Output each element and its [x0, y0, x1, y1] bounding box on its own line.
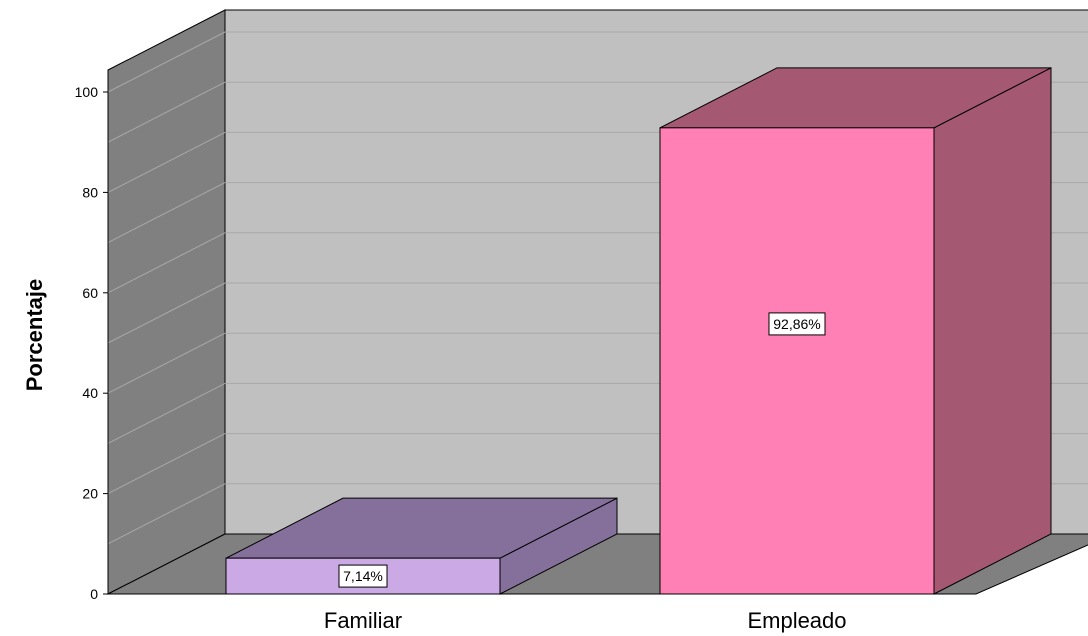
bar-side-face — [933, 67, 1052, 595]
gridline — [107, 382, 226, 444]
y-tick-label: 40 — [82, 385, 98, 401]
data-label: 92,86% — [773, 316, 820, 332]
gridline — [107, 282, 226, 344]
data-label: 7,14% — [343, 568, 383, 584]
y-tick-label: 100 — [75, 84, 99, 100]
bars: 7,14% 92,86% — [225, 67, 1052, 595]
y-tick-label: 80 — [82, 184, 98, 200]
y-tick-label: 60 — [82, 285, 98, 301]
x-category-labels: Familiar Empleado — [324, 608, 847, 633]
side-wall — [107, 9, 226, 595]
bar-familiar: 7,14% — [225, 497, 618, 595]
x-tick-label: Empleado — [747, 608, 846, 633]
gridline — [107, 332, 226, 394]
x-tick-label: Familiar — [324, 608, 402, 633]
gridline — [107, 182, 226, 244]
y-tick-label: 20 — [82, 486, 98, 502]
bar-empleado: 92,86% — [659, 67, 1052, 595]
y-axis-label: Porcentaje — [22, 279, 47, 392]
bar-front-face — [659, 127, 935, 595]
y-tick-labels: 0 20 40 60 80 100 — [75, 84, 108, 602]
gridline — [107, 483, 226, 545]
gridline — [107, 81, 226, 143]
gridline — [107, 232, 226, 294]
gridline — [107, 31, 226, 93]
data-label-box — [768, 312, 826, 336]
gridline — [107, 433, 226, 495]
gridline — [107, 131, 226, 193]
y-tick-label: 0 — [90, 586, 98, 602]
data-label-box — [338, 564, 388, 588]
